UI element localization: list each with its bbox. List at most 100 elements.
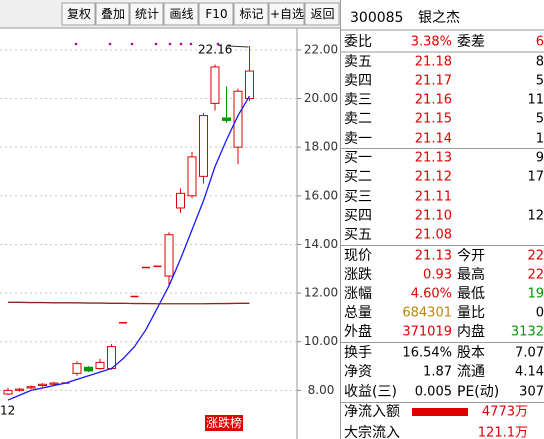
row-volume: 5 xyxy=(536,112,544,127)
row-value: 0.93 xyxy=(423,268,452,283)
event-dot xyxy=(179,42,183,46)
row-value: 22 xyxy=(527,268,544,283)
row-value: 3132 xyxy=(511,325,544,340)
y-tick-label: 18.00 xyxy=(304,140,338,154)
row-value: 19 xyxy=(527,287,544,302)
high-arrow xyxy=(227,45,249,48)
row-label: 大宗流入 xyxy=(344,425,400,439)
toolbar-button-label[interactable]: 统计 xyxy=(135,7,159,21)
row-volume: 1 xyxy=(536,132,544,147)
row-label: 外盘 xyxy=(344,323,372,340)
rank-button-label[interactable]: 涨跌榜 xyxy=(206,415,242,430)
toolbar-button[interactable] xyxy=(129,2,164,26)
row-volume: 9 xyxy=(536,151,544,166)
row-value: 22 xyxy=(527,249,544,264)
event-dot xyxy=(168,42,172,46)
y-tick-label: 10.00 xyxy=(304,334,338,348)
candle-body xyxy=(199,115,208,177)
event-dot xyxy=(216,42,220,46)
row-label: 卖三 xyxy=(344,92,372,108)
toolbar-button-label[interactable]: F10 xyxy=(205,7,227,21)
row-value: 21.14 xyxy=(415,132,452,147)
row-label: 净流入额 xyxy=(344,404,400,420)
row-value: 0.005 xyxy=(415,385,452,400)
candle-body xyxy=(222,117,231,121)
toolbar-button-label[interactable]: 画线 xyxy=(169,7,193,21)
row-label: 买三 xyxy=(344,189,372,205)
row-label: 收益(三) xyxy=(344,384,397,400)
row-volume: 17 xyxy=(527,170,544,185)
candle-body xyxy=(176,192,185,209)
row-label: 买五 xyxy=(344,227,372,243)
row-label: 内盘 xyxy=(457,323,485,340)
moving-average xyxy=(8,301,250,305)
row-value: 0 xyxy=(536,306,544,321)
row-label: 委比 xyxy=(344,34,372,50)
y-tick-label: 14.00 xyxy=(304,237,338,251)
row-value: 21.11 xyxy=(415,190,452,205)
stock-code: 300085 xyxy=(350,10,403,26)
toolbar-button-label[interactable]: 标记 xyxy=(239,7,263,21)
row-label: 净资 xyxy=(344,364,372,380)
row-value: 4773万 xyxy=(482,405,528,420)
row-value: 4.14 xyxy=(515,365,544,380)
toolbar-button[interactable] xyxy=(95,2,130,26)
toolbar-button-label[interactable]: 返回 xyxy=(310,7,334,21)
flow-bar xyxy=(412,408,468,416)
toolbar-button[interactable] xyxy=(61,2,96,26)
y-tick-label: 12.00 xyxy=(304,286,338,300)
row-label: 卖四 xyxy=(344,73,372,89)
candle-body xyxy=(15,388,24,391)
candle-body xyxy=(49,382,59,385)
row-label: 换手 xyxy=(344,344,372,361)
row-value: 4.60% xyxy=(411,287,452,302)
low-label: 12 xyxy=(0,404,15,418)
row-value: 21.13 xyxy=(415,151,452,166)
toolbar-button[interactable] xyxy=(233,2,269,26)
y-tick-label: 20.00 xyxy=(304,91,338,105)
row-label: 卖一 xyxy=(344,131,372,147)
row-value: 6 xyxy=(536,35,544,50)
row-label: 卖二 xyxy=(344,111,372,127)
toolbar-button[interactable] xyxy=(268,2,305,26)
row-value: 21.10 xyxy=(415,209,452,224)
toolbar-button[interactable] xyxy=(163,2,199,26)
candle-body xyxy=(245,70,254,100)
row-label: 买二 xyxy=(344,169,372,185)
event-dot xyxy=(130,42,134,46)
row-label: 涨幅 xyxy=(344,286,372,302)
row-label: 股本 xyxy=(457,345,485,361)
event-dot xyxy=(74,42,78,46)
row-volume: 8 xyxy=(536,55,544,70)
candle-body xyxy=(95,361,105,369)
row-label: 买四 xyxy=(344,208,372,224)
candle-body xyxy=(164,234,174,277)
row-value: 1.87 xyxy=(423,365,452,380)
row-value: 3.38% xyxy=(411,35,452,50)
row-volume: 11 xyxy=(527,93,544,108)
moving-average xyxy=(7,95,251,401)
candle-body xyxy=(3,389,13,395)
stock-name: 银之杰 xyxy=(418,10,460,26)
toolbar-button[interactable] xyxy=(304,2,340,26)
row-value: 21.16 xyxy=(415,93,452,108)
toolbar-button[interactable] xyxy=(198,2,234,26)
row-label: 最高 xyxy=(457,266,485,283)
toolbar-button-label[interactable]: 复权 xyxy=(67,7,91,21)
row-value: 21.13 xyxy=(415,249,452,264)
row-label: 量比 xyxy=(457,305,485,321)
row-value: 684301 xyxy=(402,306,452,321)
row-label: 委差 xyxy=(457,34,485,50)
y-tick-label: 16.00 xyxy=(304,188,338,202)
row-value: 7.07 xyxy=(515,346,544,361)
toolbar-button-label[interactable]: 叠加 xyxy=(101,7,125,21)
row-value: 21.08 xyxy=(415,228,452,243)
toolbar-button-label[interactable]: +自选 xyxy=(270,7,304,21)
y-tick-label: 8.00 xyxy=(308,383,335,397)
rank-button[interactable] xyxy=(205,415,243,431)
row-label: 涨跌 xyxy=(344,267,372,283)
candle-body xyxy=(107,346,116,369)
candle-body xyxy=(187,156,197,197)
row-value: 121.1万 xyxy=(478,426,528,439)
